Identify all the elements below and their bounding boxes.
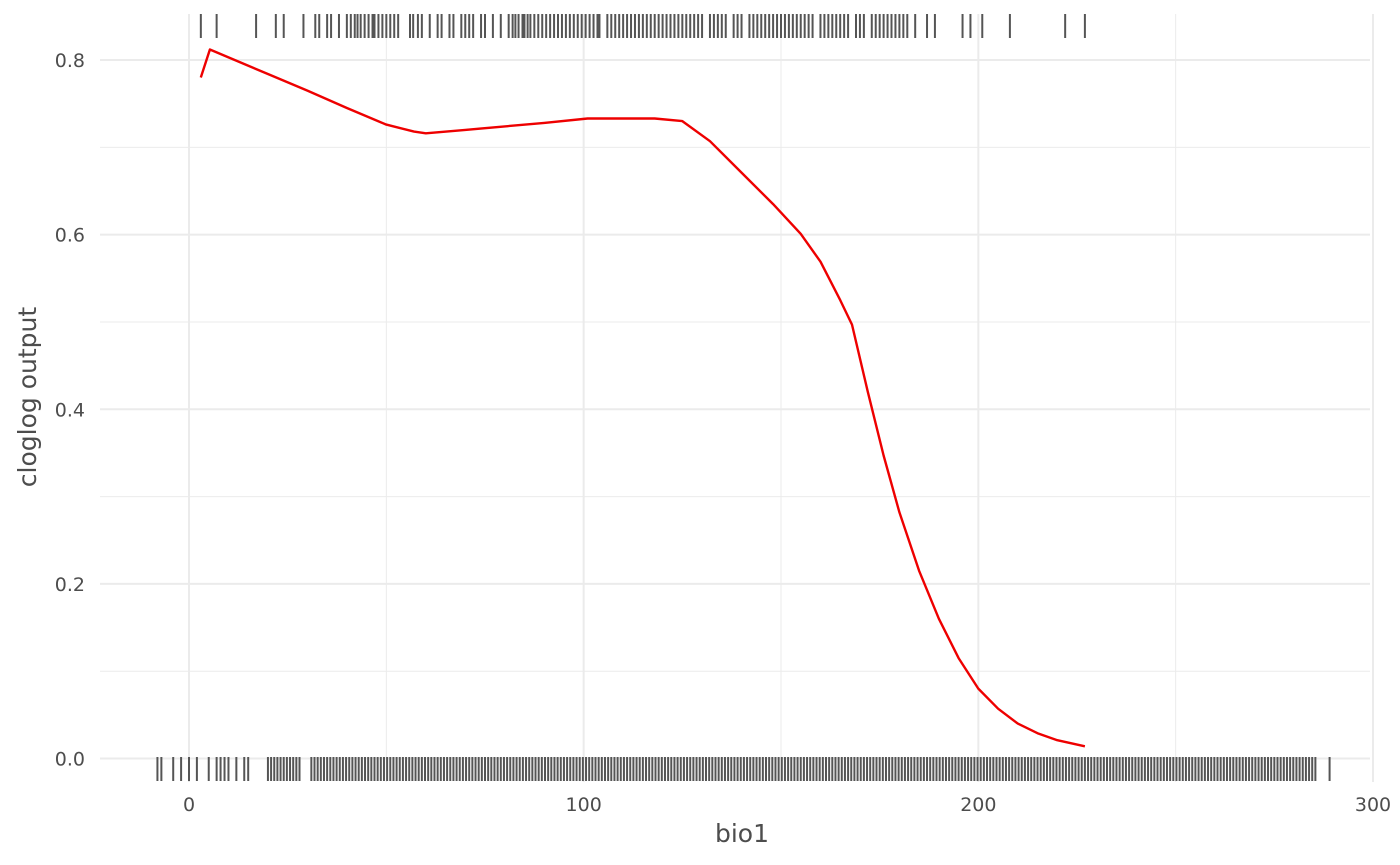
x-tick-label: 200: [960, 794, 996, 816]
y-tick-label: 0.8: [55, 50, 85, 72]
y-tick-label: 0.2: [55, 574, 85, 596]
y-axis-title: cloglog output: [13, 307, 42, 488]
y-tick-label: 0.0: [55, 749, 85, 771]
y-tick-label: 0.6: [55, 225, 85, 247]
y-tick-labels: 0.0 0.2 0.4 0.6 0.8: [55, 50, 85, 771]
x-tick-label: 100: [566, 794, 602, 816]
major-gridlines: [100, 14, 1374, 782]
x-tick-labels: 0 100 200 300: [183, 794, 1391, 816]
y-tick-label: 0.4: [55, 399, 85, 421]
x-tick-label: 0: [183, 794, 195, 816]
presence-rug: [199, 14, 1086, 38]
minor-gridlines: [100, 14, 1370, 782]
response-curve-line: [199, 48, 1086, 748]
series-layer: [199, 48, 1086, 748]
background-rug: [156, 757, 1331, 781]
x-tick-label: 300: [1355, 794, 1391, 816]
x-axis-title: bio1: [715, 819, 769, 848]
